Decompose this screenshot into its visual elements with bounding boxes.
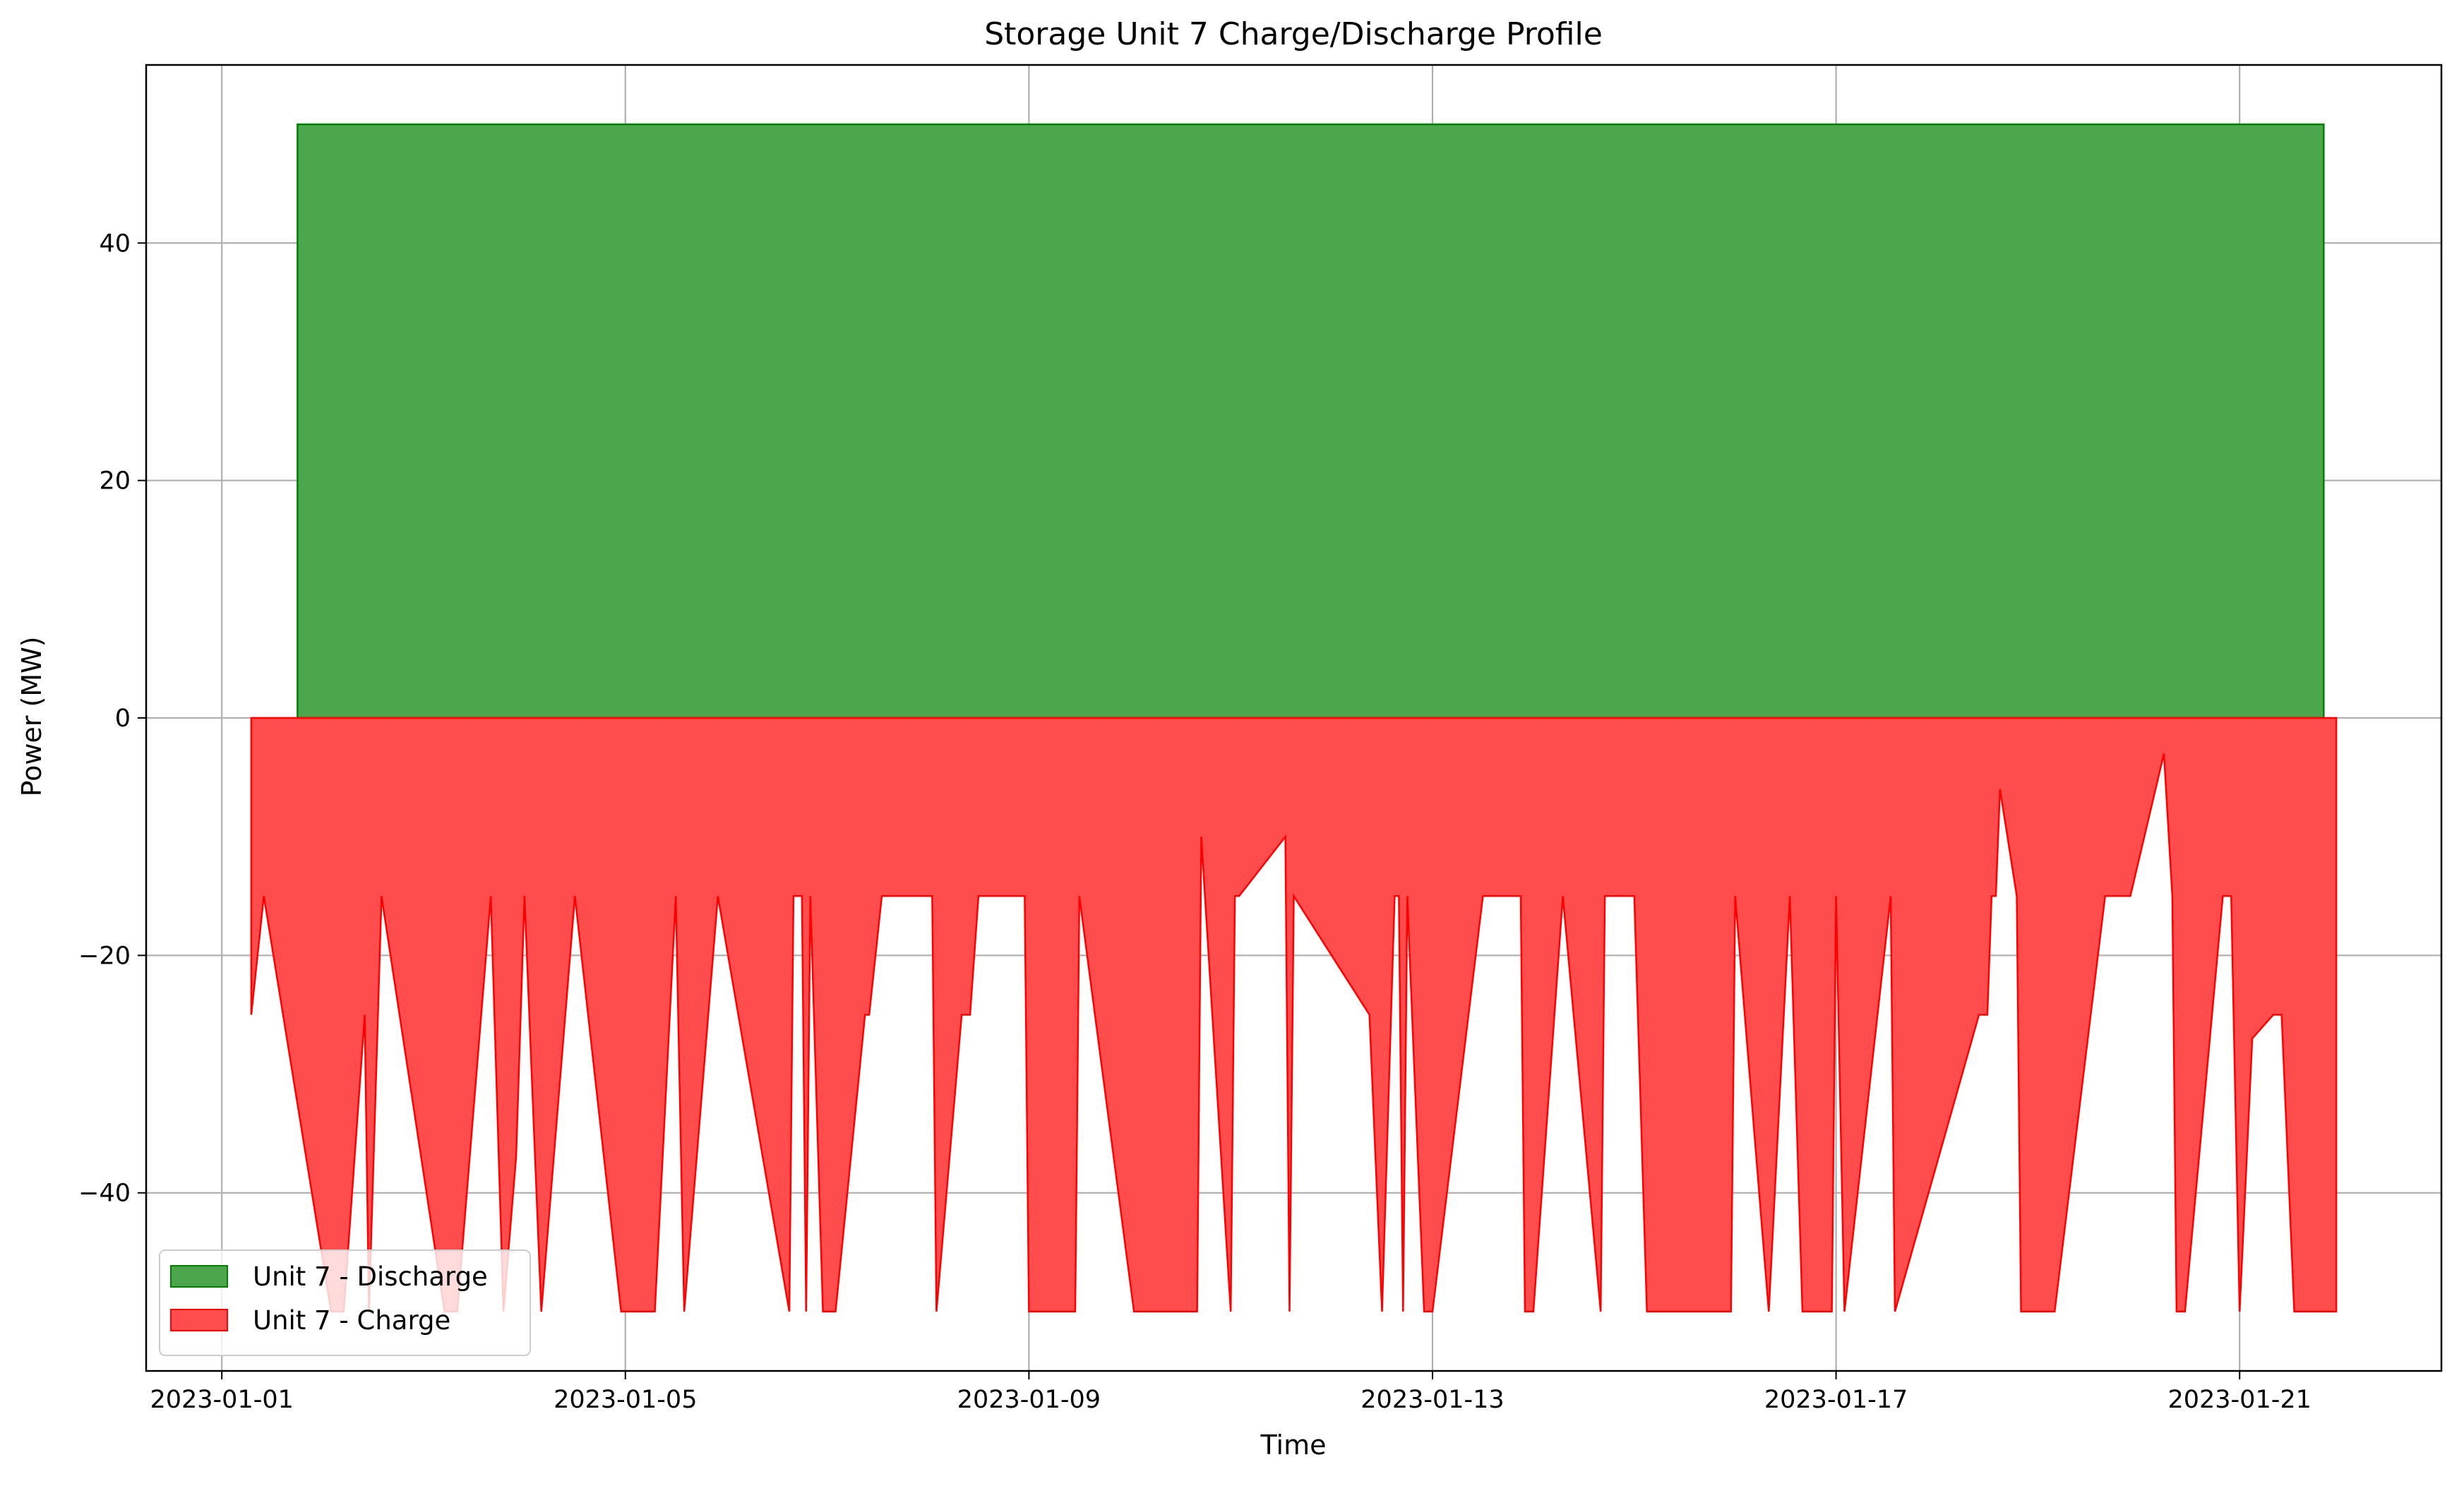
legend-label: Unit 7 - Charge (253, 1305, 450, 1336)
x-tick-label: 2023-01-09 (957, 1386, 1101, 1414)
x-tick-label: 2023-01-01 (150, 1386, 293, 1414)
y-axis-label: Power (MW) (16, 637, 47, 797)
legend-box (159, 1250, 531, 1356)
y-tick-label: 0 (115, 705, 131, 733)
legend-swatch (170, 1309, 228, 1331)
series-areas (250, 123, 2338, 1313)
x-tick-label: 2023-01-05 (554, 1386, 697, 1414)
y-tick-label: −20 (78, 942, 131, 970)
legend: Unit 7 - Discharge Unit 7 - Charge (159, 1250, 531, 1356)
chart-title: Storage Unit 7 Charge/Discharge Profile (984, 16, 1603, 52)
y-tick-label: −40 (78, 1180, 131, 1208)
x-tick-label: 2023-01-13 (1360, 1386, 1504, 1414)
legend-label: Unit 7 - Discharge (253, 1262, 488, 1292)
x-tick-label: 2023-01-17 (1764, 1386, 1908, 1414)
legend-swatch (170, 1265, 228, 1288)
x-tick-label: 2023-01-21 (2167, 1386, 2311, 1414)
x-axis-label: Time (1260, 1430, 1327, 1461)
y-tick-label: 40 (99, 229, 131, 258)
y-tick-label: 20 (99, 467, 131, 496)
axis-ticks: 2023-01-01 2023-01-05 2023-01-09 2023-01-13… (78, 229, 2312, 1414)
discharge-area (297, 123, 2325, 719)
charge-area (250, 717, 2338, 1313)
